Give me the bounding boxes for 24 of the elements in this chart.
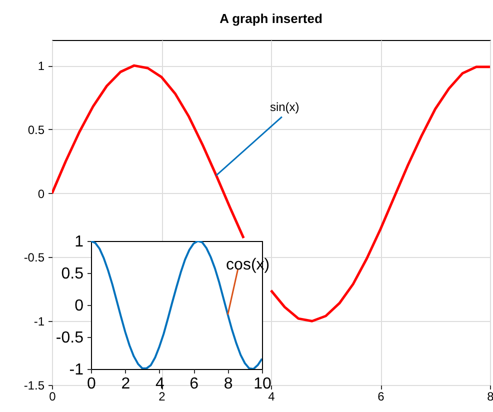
x-tick-label: 6	[378, 390, 385, 404]
x-tick-label: 8	[224, 376, 233, 392]
x-tick-label: 4	[268, 390, 276, 404]
x-tick-label: 2	[158, 390, 166, 404]
y-tick-label: 0	[38, 186, 45, 201]
y-tick-label: -1	[69, 362, 84, 378]
y-tick-label: -0.5	[24, 250, 45, 265]
x-tick-label: 4	[155, 376, 164, 392]
chart-title: A graph inserted	[220, 11, 322, 26]
x-tick-label: 0	[49, 390, 56, 404]
x-tick-label: 2	[121, 376, 130, 392]
y-tick-label: -1	[34, 314, 45, 329]
x-tick-label: 10	[254, 376, 272, 392]
y-tick-label: 1	[74, 234, 84, 250]
x-tick-label: 6	[190, 376, 199, 392]
annotation: sin(x)	[270, 100, 300, 114]
x-tick-label: 8	[487, 390, 493, 404]
y-tick-label: -1.5	[24, 378, 45, 392]
x-tick-label: 0	[87, 376, 96, 392]
y-tick-label: 0.5	[61, 266, 84, 282]
y-tick-label: -0.5	[56, 330, 84, 346]
y-tick-label: 0.5	[28, 122, 45, 137]
y-tick-label: 1	[38, 59, 45, 74]
y-tick-label: 0	[74, 298, 84, 314]
